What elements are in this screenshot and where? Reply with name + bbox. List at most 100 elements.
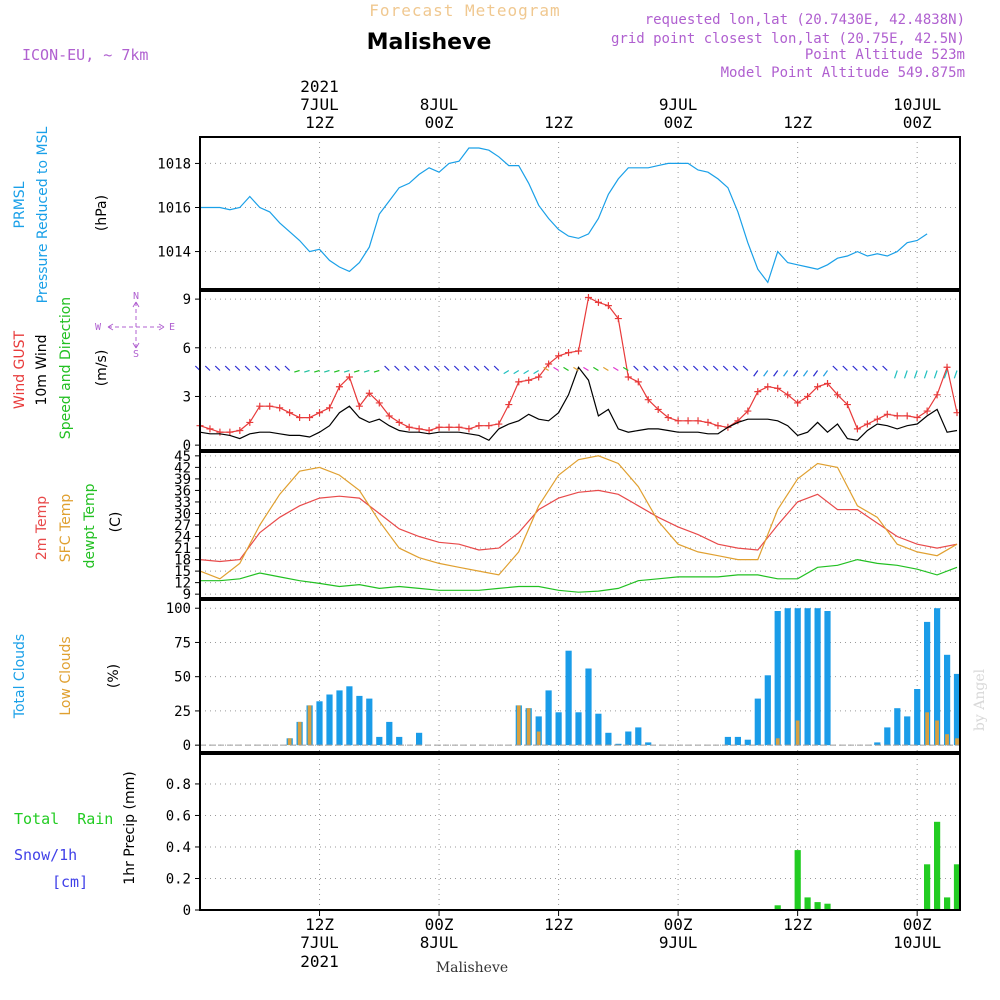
- ytick-label: 50: [174, 670, 191, 686]
- bar-clouds-0: [774, 611, 781, 746]
- bar-clouds-1: [516, 705, 521, 746]
- wind-arrow: [913, 370, 918, 379]
- gust-point: [296, 414, 304, 422]
- wind-arrow: [862, 365, 868, 371]
- wind-arrow: [424, 365, 430, 371]
- bottom-date-label: 8JUL: [420, 933, 459, 952]
- wind-arrow: [763, 370, 769, 377]
- bar-precip-0: [774, 905, 781, 910]
- bar-clouds-0: [744, 739, 751, 746]
- panel-pressure: 1014 1016 1018: [157, 136, 961, 290]
- gust-point: [744, 407, 752, 415]
- watermark: by Angel: [972, 668, 988, 731]
- gust-point: [236, 427, 244, 435]
- gust-point: [445, 423, 453, 431]
- wind-arrow: [653, 365, 659, 371]
- gust-point: [545, 360, 553, 368]
- series-temp-1: [199, 455, 958, 580]
- bottom-hour-label: 00Z: [425, 915, 454, 934]
- bottom-hour-label: 00Z: [903, 915, 932, 934]
- series-pressure-0: [200, 147, 928, 284]
- grid-point-coords: grid point closest lon,lat (20.75E, 42.5…: [611, 31, 965, 47]
- bar-clouds-0: [535, 716, 542, 746]
- ytick-label: 100: [166, 601, 191, 617]
- gust-point: [594, 298, 602, 306]
- gust-point: [704, 418, 712, 426]
- ytick-label: 0: [183, 738, 191, 754]
- gust-point: [604, 302, 612, 310]
- ytick-label: 27: [174, 518, 191, 534]
- wind-label-dir: Speed and Direction: [58, 297, 74, 439]
- station-title: Malisheve: [367, 30, 492, 55]
- ytick-label: 0.4: [166, 840, 191, 856]
- gust-point: [694, 417, 702, 425]
- gust-point: [485, 422, 493, 430]
- gust-point: [246, 418, 254, 426]
- wind-arrow: [274, 365, 281, 371]
- ytick-label: 9: [183, 587, 191, 603]
- gust-point: [794, 399, 802, 407]
- wind-arrow: [783, 370, 789, 377]
- ytick-label: 6: [183, 341, 191, 357]
- wind-arrow: [773, 370, 779, 377]
- ytick-label: 33: [174, 495, 191, 511]
- wind-arrow: [673, 365, 679, 371]
- wind-arrow: [692, 365, 699, 371]
- gust-point: [306, 414, 314, 422]
- bar-clouds-1: [935, 720, 939, 746]
- bar-clouds-0: [376, 736, 383, 746]
- point-altitude: Point Altitude 523m: [805, 47, 965, 63]
- bar-clouds-0: [326, 694, 333, 746]
- wind-arrow: [384, 365, 390, 371]
- top-hour-label: 00Z: [425, 113, 454, 132]
- wind-arrow: [953, 370, 958, 379]
- gust-point: [853, 425, 861, 433]
- gust-point: [365, 389, 373, 397]
- gust-point: [933, 391, 941, 399]
- ytick-label: 1016: [157, 200, 191, 216]
- bar-precip-0: [934, 821, 941, 910]
- gust-point: [535, 373, 543, 381]
- wind-label-10m: 10m Wind: [34, 334, 50, 405]
- bar-clouds-0: [904, 716, 911, 746]
- ytick-label: 0.2: [166, 871, 191, 887]
- wind-arrow: [563, 366, 569, 372]
- ytick-label: 21: [174, 541, 191, 557]
- model-label: ICON-EU, ~ 7km: [22, 46, 148, 64]
- compass-s: S: [133, 349, 139, 360]
- series-temp-2: [200, 558, 958, 593]
- bar-clouds-0: [944, 654, 951, 746]
- series-temp-0: [199, 489, 958, 563]
- ytick-label: 0.6: [166, 808, 191, 824]
- gust-point: [465, 425, 473, 433]
- wind-arrow: [943, 370, 948, 379]
- gust-point: [923, 407, 931, 415]
- bar-clouds-0: [635, 727, 642, 746]
- pressure-label-1: PRMSL: [12, 181, 28, 228]
- compass-rose: N S W E: [95, 291, 175, 360]
- gust-point: [674, 417, 682, 425]
- wind-arrow: [314, 369, 320, 373]
- wind-arrow: [903, 370, 908, 379]
- model-altitude: Model Point Altitude 549.875m: [721, 65, 965, 81]
- bottom-hour-label: 12Z: [305, 915, 334, 934]
- pressure-label-2: Pressure Reduced to MSL: [35, 126, 51, 303]
- wind-arrow: [294, 369, 300, 373]
- top-date-label: 9JUL: [659, 95, 698, 114]
- bar-clouds-0: [874, 742, 881, 746]
- requested-coords: requested lon,lat (20.7430E, 42.4838N): [645, 12, 965, 28]
- top-hour-label: 12Z: [544, 113, 573, 132]
- gust-point: [216, 428, 224, 436]
- wind-arrow: [872, 365, 878, 371]
- wind-arrow: [923, 370, 928, 379]
- wind-arrow: [324, 369, 330, 373]
- gust-point: [913, 414, 921, 422]
- wind-arrow: [463, 365, 470, 371]
- wind-arrow: [503, 369, 510, 375]
- top-date-label: 10JUL: [893, 95, 941, 114]
- bar-precip-0: [804, 897, 811, 910]
- gust-point: [614, 315, 622, 323]
- wind-arrow: [244, 365, 251, 371]
- bar-clouds-0: [914, 689, 921, 746]
- wind-arrow: [493, 365, 500, 371]
